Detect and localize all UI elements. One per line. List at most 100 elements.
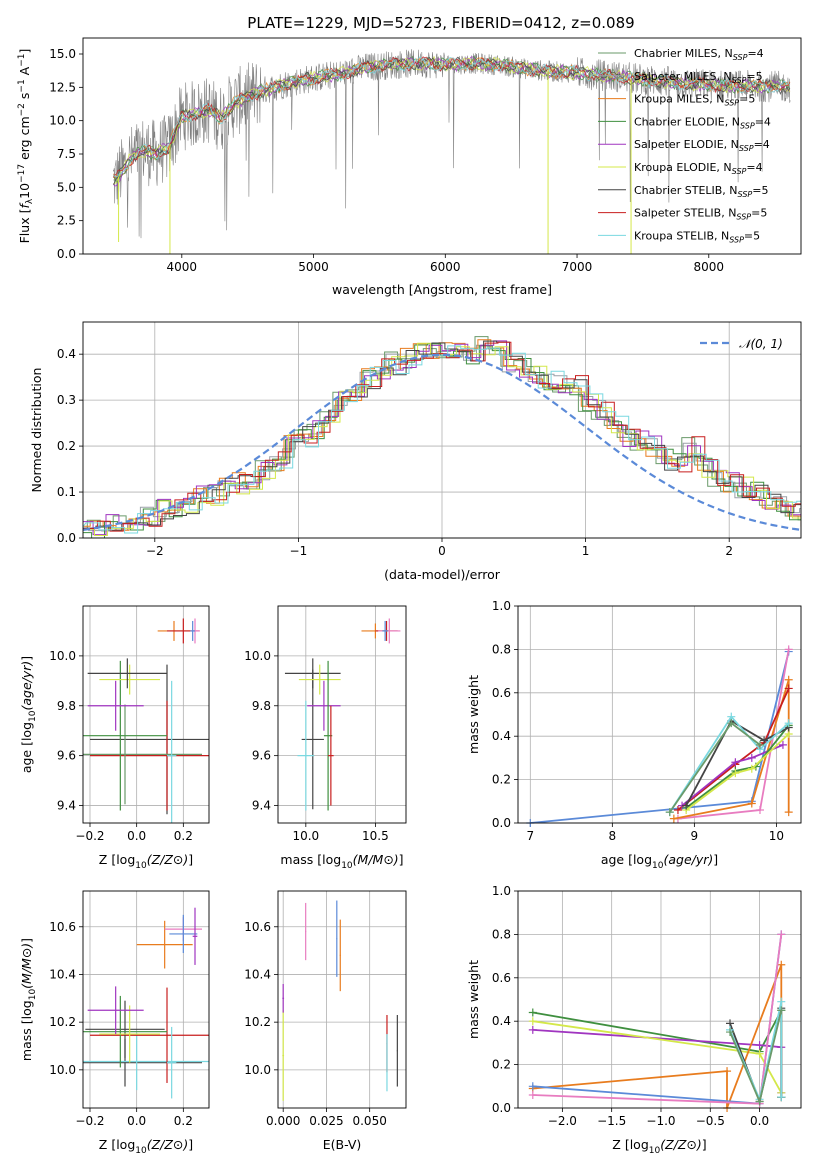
y-tick-label: 5.0: [57, 180, 76, 194]
label-subscript: 10: [135, 1146, 147, 1156]
legend-subscript: SSP: [740, 121, 755, 130]
legend-label: Salpeter STELIB, NSSP=5: [634, 207, 767, 222]
label-part: (Z/Z⊙): [147, 1137, 189, 1152]
series-marker: [784, 719, 793, 728]
legend-label: Salpeter ELODIE, NSSP=4: [634, 138, 770, 153]
series-marker: [727, 719, 736, 728]
x-tick-label: 0.2: [174, 1114, 193, 1128]
label-part: ]: [399, 852, 404, 867]
x-tick-label: −0.2: [75, 1114, 104, 1128]
legend-subscript: SSP: [739, 144, 754, 153]
axes-frame: [82, 321, 802, 539]
y-label-part: −1: [17, 53, 27, 66]
legend-subscript: SSP: [724, 99, 739, 108]
axes-frame: [517, 890, 802, 1109]
x-tick-label: −1: [290, 544, 308, 558]
series-marker: [777, 997, 786, 1006]
y-axis-label: age [log10(age/yr)]: [19, 656, 38, 773]
x-tick-label: 8: [609, 829, 617, 843]
residual-histogram: [83, 341, 801, 532]
x-axis-label: mass [log10(M/M⊙)]: [280, 852, 403, 871]
y-tick-label: 10.0: [49, 1063, 76, 1077]
panel-mass_vs_EBV: 0.000 0.025 0.050 10.0 10.2 10.4 10.6 E(B-V): [244, 890, 407, 1152]
y-label-part: A: [17, 66, 32, 79]
legend-value: =4: [755, 115, 771, 128]
series-marker: [528, 1090, 537, 1099]
series-marker: [747, 764, 756, 773]
label-subscript: 10: [28, 710, 38, 722]
model-spectrum-line: [113, 56, 791, 178]
x-tick-label: 4000: [167, 260, 198, 274]
y-tick-label: 10.0: [49, 114, 76, 128]
series-line: [532, 1009, 783, 1098]
legend-value: =5: [752, 184, 768, 197]
x-axis-label: (data-model)/error: [384, 567, 501, 582]
series-marker: [755, 1041, 764, 1050]
y-tick-label: 0.6: [492, 686, 511, 700]
x-tick-label: 0.0: [750, 1114, 769, 1128]
y-tick-label: 0.4: [57, 347, 76, 361]
y-label-part: −2: [17, 103, 27, 116]
y-tick-label: 9.8: [57, 699, 76, 713]
panel-age_vs_Z: −0.2 0.0 0.29.49.69.810.0Z [log10(Z/Z⊙)]ag…: [19, 605, 210, 871]
x-tick-label: 0.0: [127, 1114, 146, 1128]
series-marker: [784, 684, 793, 693]
y-tick-label: 10.0: [244, 649, 271, 663]
axes-frame: [517, 605, 802, 824]
legend-name: Chabrier MILES, N: [634, 47, 733, 60]
y-tick-label: 10.0: [244, 1063, 271, 1077]
x-tick-label: 0.000: [266, 1114, 300, 1128]
model-spectrum-line: [112, 56, 791, 185]
label-part: mass [log: [19, 1000, 34, 1061]
legend-name: Salpeter ELODIE, N: [634, 138, 739, 151]
label-part: age [log: [19, 722, 34, 773]
series-marker: [528, 1008, 537, 1017]
label-part: age [log: [601, 852, 652, 867]
legend-label: Chabrier STELIB, NSSP=5: [634, 184, 768, 199]
label-part: (age/yr): [663, 852, 713, 867]
series-marker: [731, 769, 740, 778]
y-tick-label: 0.6: [492, 971, 511, 985]
legend-subscript: SSP: [729, 235, 744, 244]
legend-value: =5: [744, 229, 760, 242]
residual-histogram: [83, 342, 801, 536]
x-axis-label: Z [log10(Z/Z⊙)]: [612, 1137, 706, 1156]
label-part: (age/yr): [19, 661, 34, 711]
series-marker: [669, 814, 678, 823]
residual-histogram: [83, 340, 801, 536]
legend-name: Salpeter MILES, N: [634, 70, 732, 83]
x-tick-label: 7000: [562, 260, 593, 274]
series-marker: [777, 1006, 786, 1015]
x-tick-label: 10: [769, 829, 784, 843]
series-line: [729, 1007, 783, 1105]
y-label-part: −17: [17, 164, 27, 183]
y-tick-label: 0.8: [492, 927, 511, 941]
series-marker: [673, 805, 682, 814]
label-part: ]: [188, 852, 193, 867]
series-marker: [528, 1082, 537, 1091]
series-marker: [755, 1097, 764, 1106]
x-tick-label: −1.5: [597, 1114, 626, 1128]
model-spectrum-line: [113, 55, 791, 185]
y-label-part: ]: [17, 49, 32, 54]
label-subscript: 10: [341, 861, 353, 871]
y-tick-label: 15.0: [49, 47, 76, 61]
legend-value: =5: [751, 207, 767, 220]
label-part: ]: [19, 938, 34, 943]
series-marker: [784, 808, 793, 817]
series-marker: [777, 960, 786, 969]
label-part: ]: [713, 852, 718, 867]
legend-value: =5: [739, 93, 755, 106]
x-tick-label: 8000: [694, 260, 725, 274]
x-axis-label: E(B-V): [323, 1137, 362, 1152]
x-tick-label: −1.0: [646, 1114, 675, 1128]
label-part: (M/M⊙): [19, 943, 34, 989]
y-tick-label: 0.2: [492, 773, 511, 787]
y-tick-label: 0.4: [492, 1014, 511, 1028]
series-marker: [777, 930, 786, 939]
label-part: Z [log: [612, 1137, 648, 1152]
series-marker: [747, 753, 756, 762]
label-part: Z [log: [99, 1137, 135, 1152]
